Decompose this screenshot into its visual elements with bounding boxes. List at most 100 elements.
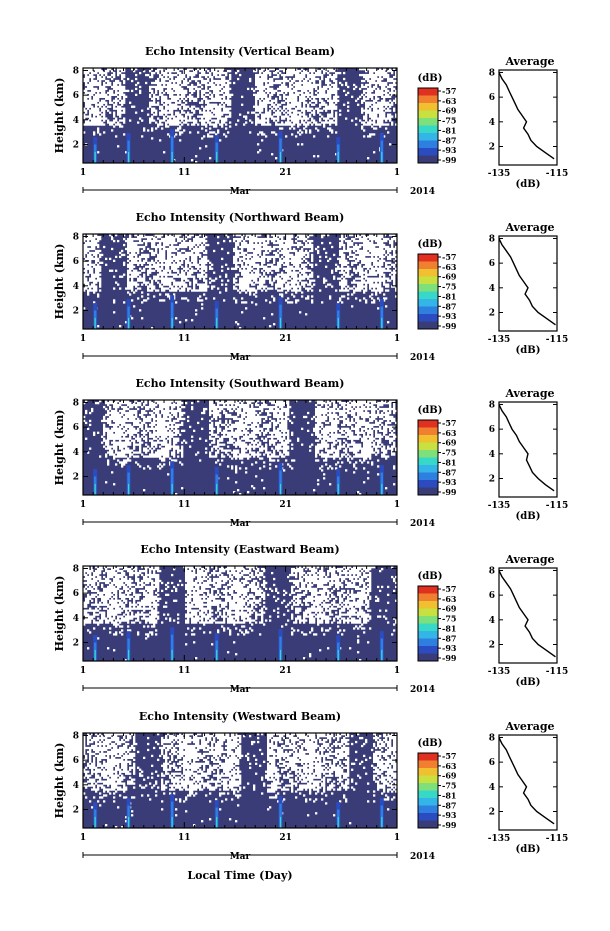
y-axis-label: Height (km) bbox=[53, 244, 66, 320]
profile-y-tick-label: 8 bbox=[489, 566, 495, 576]
year-label: 2014 bbox=[410, 519, 435, 529]
profile-y-tick-label: 6 bbox=[489, 93, 495, 103]
heatmap-no-data bbox=[83, 566, 398, 662]
colorbar-tick-label: -87 bbox=[442, 633, 456, 643]
colorbar-tick-label: -57 bbox=[442, 86, 456, 96]
chart-title: Echo Intensity (Eastward Beam) bbox=[140, 543, 339, 556]
x-tick-label: 11 bbox=[178, 334, 191, 344]
profile-x-label: (dB) bbox=[516, 511, 541, 522]
profile-x-label: (dB) bbox=[516, 844, 541, 855]
bright-stripe bbox=[379, 465, 384, 495]
x-tick-label: 21 bbox=[279, 833, 292, 843]
profile-x-tick-label: -135 bbox=[488, 667, 511, 677]
colorbar-tick-label: -87 bbox=[442, 135, 456, 145]
colorbar-tick-label: -99 bbox=[442, 820, 457, 830]
colorbar-tick-label: -87 bbox=[442, 800, 456, 810]
x-tick-label: 11 bbox=[178, 168, 191, 178]
panel-4: Echo Intensity (Eastward Beam) 2 4 6 8 Height… bbox=[53, 543, 568, 695]
colorbar bbox=[417, 419, 439, 496]
colorbar bbox=[417, 752, 439, 829]
profile-frame bbox=[498, 567, 558, 664]
profile-y-tick-label: 6 bbox=[489, 758, 495, 768]
panel-2: Echo Intensity (Northward Beam) 2 4 6 8 Heigh… bbox=[53, 211, 568, 363]
colorbar-tick-label: -81 bbox=[442, 790, 456, 800]
y-tick-label: 6 bbox=[73, 91, 79, 101]
bright-stripe bbox=[278, 297, 283, 329]
bright-stripe bbox=[336, 635, 341, 661]
profile-y-tick-label: 8 bbox=[489, 400, 495, 410]
bright-stripe bbox=[126, 465, 131, 495]
bright-stripe bbox=[93, 469, 98, 495]
profile-y-tick-label: 8 bbox=[489, 733, 495, 743]
profile-x-tick-label: -115 bbox=[546, 667, 569, 677]
heatmap-no-data bbox=[83, 68, 398, 164]
bright-stripe bbox=[93, 303, 98, 329]
y-axis-label: Height (km) bbox=[53, 78, 66, 154]
bright-stripe bbox=[278, 463, 283, 495]
bright-stripe bbox=[126, 631, 131, 661]
profile-frame bbox=[498, 401, 558, 498]
y-tick-label: 4 bbox=[73, 116, 79, 126]
x-tick-label: 11 bbox=[178, 666, 191, 676]
chart-title: Echo Intensity (Southward Beam) bbox=[136, 377, 345, 390]
profile-y-tick-label: 2 bbox=[489, 142, 495, 152]
y-axis-label: Height (km) bbox=[53, 410, 66, 486]
colorbar bbox=[417, 585, 439, 662]
colorbar-tick-label: -69 bbox=[442, 438, 457, 448]
profile-x-tick-label: -115 bbox=[546, 335, 569, 345]
colorbar-tick-label: -93 bbox=[442, 311, 457, 321]
profile-x-tick-label: -135 bbox=[488, 169, 511, 179]
colorbar-unit: (dB) bbox=[418, 73, 443, 84]
heatmap-no-data bbox=[83, 234, 398, 330]
colorbar-tick-label: -69 bbox=[442, 272, 457, 282]
x-tick-label: 1 bbox=[80, 168, 86, 178]
y-tick-label: 6 bbox=[73, 756, 79, 766]
plot-frame bbox=[82, 565, 398, 662]
bright-stripe bbox=[379, 631, 384, 661]
colorbar-tick-label: -63 bbox=[442, 96, 457, 106]
y-tick-label: 6 bbox=[73, 423, 79, 433]
x-tick-label: 11 bbox=[178, 833, 191, 843]
profile-plot: Average 2 4 6 8 -135 -115 (dB) bbox=[488, 720, 569, 855]
colorbar-tick-label: -75 bbox=[442, 614, 456, 624]
colorbar bbox=[417, 87, 439, 164]
profile-x-tick-label: -115 bbox=[546, 501, 569, 511]
chart-title: Echo Intensity (Vertical Beam) bbox=[145, 45, 335, 58]
month-label: Mar bbox=[230, 353, 251, 363]
profile-y-tick-label: 2 bbox=[489, 807, 495, 817]
profile-line bbox=[498, 238, 556, 326]
colorbar-tick-label: -63 bbox=[442, 428, 457, 438]
profile-x-label: (dB) bbox=[516, 677, 541, 688]
colorbar-tick-label: -75 bbox=[442, 116, 456, 126]
profile-y-tick-label: 4 bbox=[489, 450, 495, 460]
plot-frame bbox=[82, 67, 398, 164]
x-tick-label: 1 bbox=[394, 666, 400, 676]
colorbar-tick-label: -69 bbox=[442, 771, 457, 781]
year-label: 2014 bbox=[410, 852, 435, 862]
profile-y-tick-label: 6 bbox=[489, 259, 495, 269]
plot-frame bbox=[82, 732, 398, 829]
bright-stripe bbox=[126, 798, 131, 828]
colorbar-tick-label: -99 bbox=[442, 487, 457, 497]
month-label: Mar bbox=[230, 187, 251, 197]
bright-stripe bbox=[214, 135, 219, 163]
colorbar-tick-label: -69 bbox=[442, 604, 457, 614]
profile-line bbox=[498, 72, 555, 160]
x-tick-label: 21 bbox=[279, 168, 292, 178]
profile-y-tick-label: 2 bbox=[489, 640, 495, 650]
y-tick-label: 2 bbox=[73, 805, 79, 815]
bright-stripe bbox=[214, 633, 219, 661]
colorbar-unit: (dB) bbox=[418, 738, 443, 749]
y-tick-label: 6 bbox=[73, 257, 79, 267]
colorbar bbox=[417, 253, 439, 330]
x-tick-label: 21 bbox=[279, 666, 292, 676]
x-tick-label: 1 bbox=[394, 334, 400, 344]
x-tick-label: 1 bbox=[80, 334, 86, 344]
colorbar-tick-label: -57 bbox=[442, 252, 456, 262]
profile-x-label: (dB) bbox=[516, 179, 541, 190]
profile-frame bbox=[498, 235, 558, 332]
x-tick-label: 1 bbox=[394, 168, 400, 178]
bright-stripe bbox=[336, 303, 341, 329]
month-label: Mar bbox=[230, 685, 251, 695]
